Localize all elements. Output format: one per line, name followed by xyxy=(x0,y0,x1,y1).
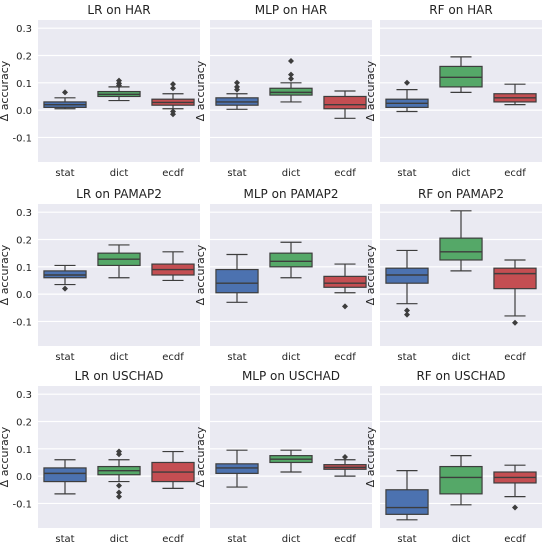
panel-9-ecdf-outlier xyxy=(512,504,518,511)
panel-4-ytick-label: 0.3 xyxy=(16,208,32,219)
panel-2-stat-outlier xyxy=(234,83,240,90)
panel-1-ecdf-xtick-label: ecdf xyxy=(162,168,184,179)
panel-4-dict-xtick-label: dict xyxy=(110,352,129,363)
panel-5-stat-xtick-label: stat xyxy=(227,352,246,363)
panel-1-ytick-label: 0.2 xyxy=(16,52,32,63)
panel-6-ecdf-outlier xyxy=(512,319,518,326)
panel-1-title: LR on HAR xyxy=(87,3,150,17)
panel-1-ytick-label: 0.3 xyxy=(16,24,32,35)
panel-1-ytick-label: 0.1 xyxy=(16,79,32,90)
panel-1-stat-xtick-label: stat xyxy=(55,168,74,179)
panel-2-dict-outlier xyxy=(288,75,294,82)
panel-5-ecdf-outlier xyxy=(342,303,348,310)
panel-2-title: MLP on HAR xyxy=(255,3,327,17)
panel-1-ecdf-outlier xyxy=(170,111,176,118)
panel-6-ecdf-box xyxy=(493,267,537,290)
panel-5-ecdf-xtick-label: ecdf xyxy=(334,352,356,363)
panel-7-dict-outlier xyxy=(116,448,122,455)
panel-6-stat-xtick-label: stat xyxy=(397,352,416,363)
panel-7-dict-outlier xyxy=(116,493,122,500)
panel-2-dict-xtick-label: dict xyxy=(282,168,301,179)
panel-6-ecdf-xtick-label: ecdf xyxy=(504,352,526,363)
panel-3-title: RF on HAR xyxy=(429,3,492,17)
panel-4-ecdf-xtick-label: ecdf xyxy=(162,352,184,363)
panel-8-dict-xtick-label: dict xyxy=(282,534,301,545)
panel-4-ylabel: Δ accuracy xyxy=(0,244,11,305)
panel-5-dict-xtick-label: dict xyxy=(282,352,301,363)
panel-7-ytick-label: 0.0 xyxy=(16,472,32,483)
panel-4-stat-xtick-label: stat xyxy=(55,352,74,363)
panel-2-ecdf-xtick-label: ecdf xyxy=(334,168,356,179)
panel-9-title: RF on USCHAD xyxy=(416,369,505,383)
panel-9-ecdf-xtick-label: ecdf xyxy=(504,534,526,545)
panel-5-ylabel: Δ accuracy xyxy=(194,244,207,305)
panel-4-ytick-label: 0.2 xyxy=(16,236,32,247)
panel-7-ytick-label: 0.3 xyxy=(16,390,32,401)
panel-1-stat-outlier xyxy=(62,89,68,96)
panel-5-stat-box xyxy=(215,268,259,294)
panel-1-ecdf-outlier xyxy=(170,85,176,92)
panel-8-title: MLP on USCHAD xyxy=(242,369,340,383)
panel-5-title: MLP on PAMAP2 xyxy=(244,187,339,201)
panel-6-stat-outlier xyxy=(404,307,410,314)
panel-1-ecdf-outlier xyxy=(170,81,176,88)
panel-7-stat-box xyxy=(43,467,87,483)
panel-2-dict-outlier xyxy=(288,71,294,78)
panel-3-stat-outlier xyxy=(404,79,410,86)
panel-8-ecdf-outlier xyxy=(342,454,348,460)
panel-2-ylabel: Δ accuracy xyxy=(194,60,207,121)
panel-7-dict-outlier xyxy=(116,489,122,496)
panel-7-dict-outlier xyxy=(116,482,122,489)
panel-3-ylabel: Δ accuracy xyxy=(364,60,377,121)
panel-8-stat-xtick-label: stat xyxy=(227,534,246,545)
panel-9-ylabel: Δ accuracy xyxy=(364,426,377,487)
panel-7-ytick-label: 0.1 xyxy=(16,445,32,456)
panel-4-ytick-label: 0.1 xyxy=(16,263,32,274)
panel-5-ecdf-box xyxy=(323,275,367,288)
panel-6-dict-box xyxy=(439,237,483,261)
panel-7-ytick-label: -0.1 xyxy=(12,499,32,510)
panel-3-stat-xtick-label: stat xyxy=(397,168,416,179)
panel-7-ecdf-xtick-label: ecdf xyxy=(162,534,184,545)
panel-3-ecdf-xtick-label: ecdf xyxy=(504,168,526,179)
panel-7-ytick-label: 0.2 xyxy=(16,418,32,429)
panel-9-dict-xtick-label: dict xyxy=(452,534,471,545)
panel-8-ecdf-xtick-label: ecdf xyxy=(334,534,356,545)
panel-4-ytick-label: 0.0 xyxy=(16,290,32,301)
panel-9-dict-box xyxy=(439,465,483,495)
panel-1-ylabel: Δ accuracy xyxy=(0,60,11,121)
panel-4-ytick-label: -0.1 xyxy=(12,317,32,328)
panel-9-stat-xtick-label: stat xyxy=(397,534,416,545)
panel-2-stat-outlier xyxy=(234,79,240,86)
panel-6-dict-xtick-label: dict xyxy=(452,352,471,363)
panel-1-dict-outlier xyxy=(116,77,122,84)
panel-2-ecdf-box xyxy=(323,95,367,110)
panel-9-stat-box xyxy=(385,489,429,515)
panel-2-stat-xtick-label: stat xyxy=(227,168,246,179)
panel-3-dict-xtick-label: dict xyxy=(452,168,471,179)
panel-1-dict-xtick-label: dict xyxy=(110,168,129,179)
panel-8-ylabel: Δ accuracy xyxy=(194,426,207,487)
panel-4-stat-outlier xyxy=(62,285,68,292)
panel-6-stat-outlier xyxy=(404,311,410,318)
panel-7-ylabel: Δ accuracy xyxy=(0,426,11,487)
panel-5-dict-box xyxy=(269,252,313,268)
panel-6-ylabel: Δ accuracy xyxy=(364,244,377,305)
panel-7-stat-xtick-label: stat xyxy=(55,534,74,545)
panel-7-dict-xtick-label: dict xyxy=(110,534,129,545)
panel-2-dict-outlier xyxy=(288,57,294,64)
panel-1-ytick-label: -0.1 xyxy=(12,133,32,144)
panel-7-title: LR on USCHAD xyxy=(75,369,164,383)
panel-4-title: LR on PAMAP2 xyxy=(76,187,162,201)
panel-6-title: RF on PAMAP2 xyxy=(418,187,504,201)
panel-1-ytick-label: 0.0 xyxy=(16,106,32,117)
